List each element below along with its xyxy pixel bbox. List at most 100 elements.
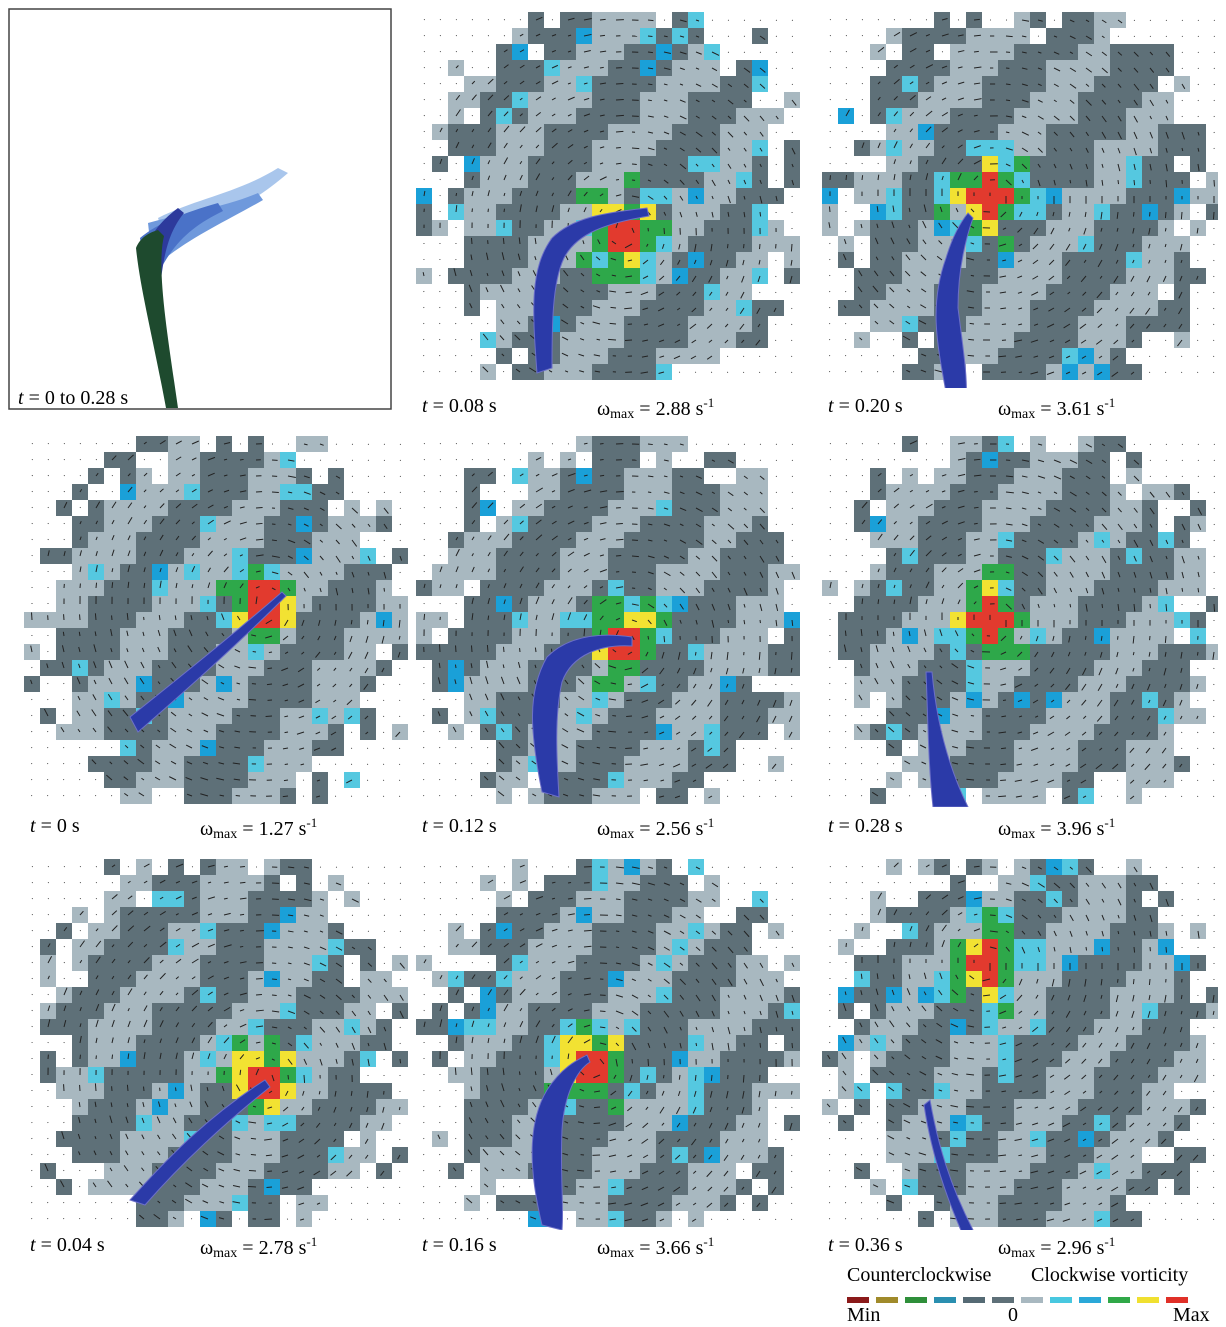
- velocity-vector: [877, 339, 878, 340]
- velocity-vector: [829, 339, 830, 340]
- omega-value: 3.61 s: [1057, 398, 1105, 420]
- panel-t008: t = 0.08 s ωmax = 2.88 s-1: [412, 8, 807, 418]
- velocity-vector: [792, 444, 793, 445]
- velocity-vector: [504, 507, 505, 508]
- omega-value: 3.96 s: [1057, 818, 1105, 840]
- velocity-vector: [256, 523, 262, 524]
- velocity-vector: [861, 323, 862, 324]
- panel-t020: t = 0.20 s ωmax = 3.61 s-1: [818, 8, 1218, 418]
- velocity-vector: [1213, 340, 1214, 341]
- velocity-vector: [160, 475, 161, 476]
- velocity-vector: [792, 540, 793, 541]
- velocity-vector: [1181, 748, 1182, 749]
- velocity-vector: [111, 747, 112, 748]
- velocity-vector: [1070, 180, 1071, 183]
- velocity-vector: [862, 459, 863, 460]
- velocity-vector: [96, 583, 97, 588]
- velocity-vector: [626, 716, 632, 717]
- velocity-vector: [240, 459, 244, 460]
- time-caption: t = 0 s: [30, 816, 80, 836]
- velocity-vector: [829, 371, 830, 372]
- velocity-vector: [775, 748, 776, 749]
- velocity-vector: [632, 148, 639, 149]
- velocity-vector: [400, 476, 401, 477]
- velocity-vector: [878, 35, 879, 36]
- omega-caption: ωmax = 3.96 s-1: [998, 816, 1115, 842]
- velocity-vector: [535, 779, 536, 780]
- velocity-vector: [877, 699, 878, 700]
- velocity-vector: [610, 323, 616, 324]
- velocity-vector: [862, 67, 863, 68]
- velocity-vector: [894, 459, 895, 460]
- velocity-vector: [791, 340, 792, 341]
- velocity-vector: [31, 763, 32, 764]
- time-caption: t = 0.28 s: [828, 816, 903, 836]
- velocity-vector: [1182, 20, 1183, 21]
- velocity-vector: [424, 491, 425, 492]
- velocity-vector: [893, 355, 894, 356]
- velocity-vector: [1166, 36, 1167, 37]
- velocity-vector: [383, 748, 384, 749]
- velocity-vector: [488, 19, 489, 20]
- velocity-vector: [1149, 340, 1150, 341]
- velocity-vector: [829, 731, 830, 732]
- velocity-vector: [664, 444, 668, 445]
- velocity-vector: [845, 779, 846, 780]
- velocity-vector: [878, 507, 879, 508]
- velocity-vector: [845, 631, 846, 636]
- velocity-vector: [846, 99, 847, 100]
- velocity-vector: [424, 614, 425, 620]
- velocity-vector: [845, 323, 846, 324]
- velocity-vector: [878, 67, 879, 68]
- velocity-vector: [439, 371, 440, 372]
- velocity-vector: [727, 796, 728, 797]
- velocity-vector: [1165, 636, 1166, 643]
- velocity-vector: [969, 763, 974, 764]
- velocity-vector: [776, 36, 777, 37]
- velocity-vector: [399, 780, 400, 781]
- velocity-vector: [504, 209, 505, 212]
- velocity-vector: [877, 763, 878, 764]
- velocity-vector: [368, 476, 369, 477]
- velocity-vector: [791, 796, 792, 797]
- velocity-vector: [829, 715, 830, 716]
- velocity-vector: [471, 323, 472, 324]
- velocity-vector: [893, 339, 894, 340]
- velocity-vector: [440, 507, 441, 508]
- velocity-vector: [845, 763, 846, 764]
- velocity-vector: [878, 443, 879, 444]
- velocity-vector: [31, 1218, 32, 1219]
- velocity-vector: [846, 491, 847, 492]
- velocity-vector: [862, 475, 863, 476]
- velocity-vector: [711, 780, 712, 781]
- velocity-vector: [1197, 780, 1198, 781]
- velocity-vector: [1101, 796, 1102, 797]
- velocity-vector: [1214, 52, 1215, 53]
- velocity-vector: [776, 68, 777, 69]
- vorticity-field-t000: [20, 432, 408, 807]
- velocity-vector: [878, 19, 879, 20]
- velocity-vector: [424, 83, 425, 84]
- velocity-vector: [1085, 636, 1086, 640]
- velocity-vector: [861, 747, 862, 748]
- velocity-vector: [79, 779, 80, 780]
- velocity-vector: [471, 645, 472, 652]
- velocity-vector: [48, 866, 49, 867]
- velocity-vector: [440, 459, 441, 460]
- velocity-vector: [830, 491, 831, 492]
- velocity-vector: [829, 779, 830, 780]
- velocity-vector: [48, 930, 49, 931]
- velocity-vector: [791, 780, 792, 781]
- velocity-vector: [1182, 36, 1183, 37]
- velocity-vector: [79, 747, 80, 748]
- velocity-vector: [1182, 588, 1183, 592]
- velocity-vector: [830, 83, 831, 84]
- velocity-vector: [968, 339, 974, 340]
- velocity-vector: [776, 524, 777, 525]
- velocity-vector: [112, 582, 113, 588]
- velocity-vector: [974, 459, 980, 460]
- velocity-vector: [1165, 212, 1166, 218]
- velocity-vector: [367, 620, 368, 624]
- velocity-vector: [384, 460, 385, 461]
- velocity-vector: [776, 100, 777, 101]
